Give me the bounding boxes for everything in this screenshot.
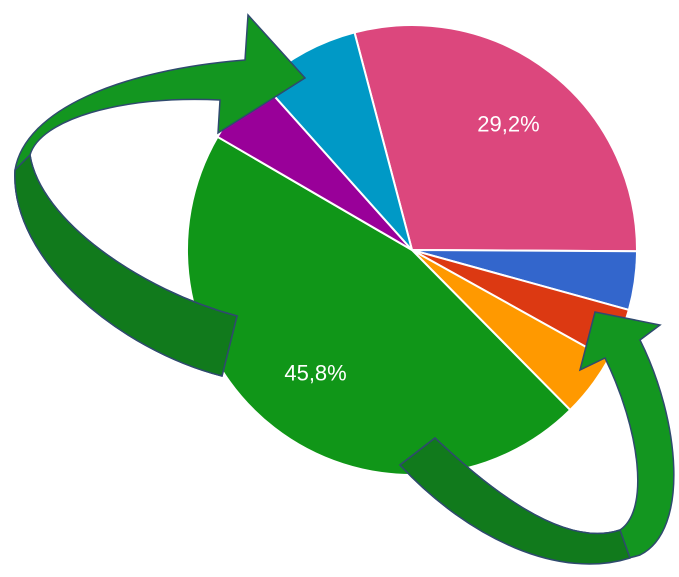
data-label: 29,2% — [477, 111, 539, 136]
pie-slice — [353, 24, 638, 253]
data-label: 45,8% — [284, 360, 346, 385]
arrow-shade — [398, 437, 631, 565]
labels: 29,2% 45,8% — [284, 111, 539, 385]
pie-slice — [186, 135, 572, 476]
arrow-shade — [14, 153, 238, 377]
